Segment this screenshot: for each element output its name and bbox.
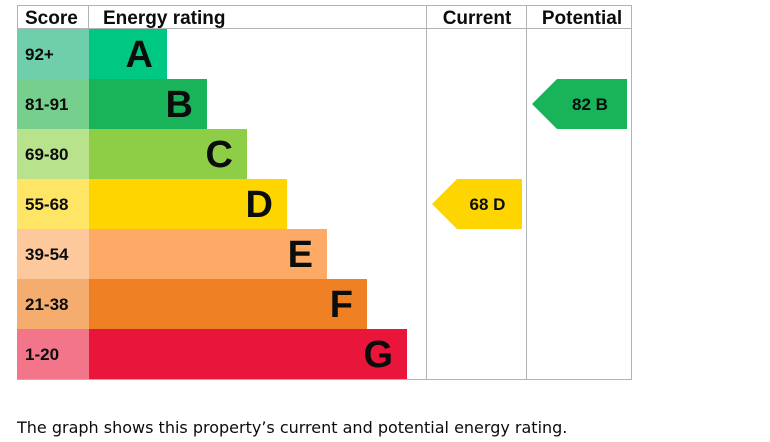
potential-arrow [532,79,627,129]
band-letter-b: B [166,84,193,126]
score-range-g: 1-20 [25,345,59,364]
current-header: Current [443,8,512,29]
band-bar-g [89,329,407,379]
score-range-b: 81-91 [25,95,68,114]
score-cell-a [17,29,89,79]
band-letter-d: D [246,184,273,226]
band-letter-c: C [206,134,233,176]
band-bar-f [89,279,367,329]
energy-rating-chart: Score Energy rating Current Potential 92… [17,5,632,380]
band-bar-c [89,129,247,179]
score-range-f: 21-38 [25,295,68,314]
rating-bands: 92+ A 81-91 B 69-80 C 55-68 D 39-54 E 21-38 F 1-20 G [17,29,407,379]
band-letter-g: G [363,334,393,376]
score-cell-g [17,329,89,379]
energy-rating-header: Energy rating [103,8,225,29]
score-cell-e [17,229,89,279]
score-range-a: 92+ [25,45,54,64]
band-bar-b [89,79,207,129]
current-arrow [432,179,522,229]
band-letter-e: E [288,234,313,276]
score-cell-c [17,129,89,179]
score-range-d: 55-68 [25,195,68,214]
band-letter-a: A [126,34,153,76]
band-bar-a [89,29,167,79]
score-cell-d [17,179,89,229]
band-bar-e [89,229,327,279]
band-letter-f: F [330,284,353,326]
chart-caption: The graph shows this property’s current … [17,418,568,437]
potential-header: Potential [542,8,622,29]
band-bar-d [89,179,287,229]
score-cell-b [17,79,89,129]
score-cell-f [17,279,89,329]
header-row: Score Energy rating Current Potential [25,8,622,29]
score-range-c: 69-80 [25,145,68,164]
score-range-e: 39-54 [25,245,69,264]
rating-markers: 68 D 82 B [432,79,627,229]
potential-rating-label: 82 B [572,95,608,114]
score-header: Score [25,8,78,29]
current-rating-label: 68 D [470,195,506,214]
